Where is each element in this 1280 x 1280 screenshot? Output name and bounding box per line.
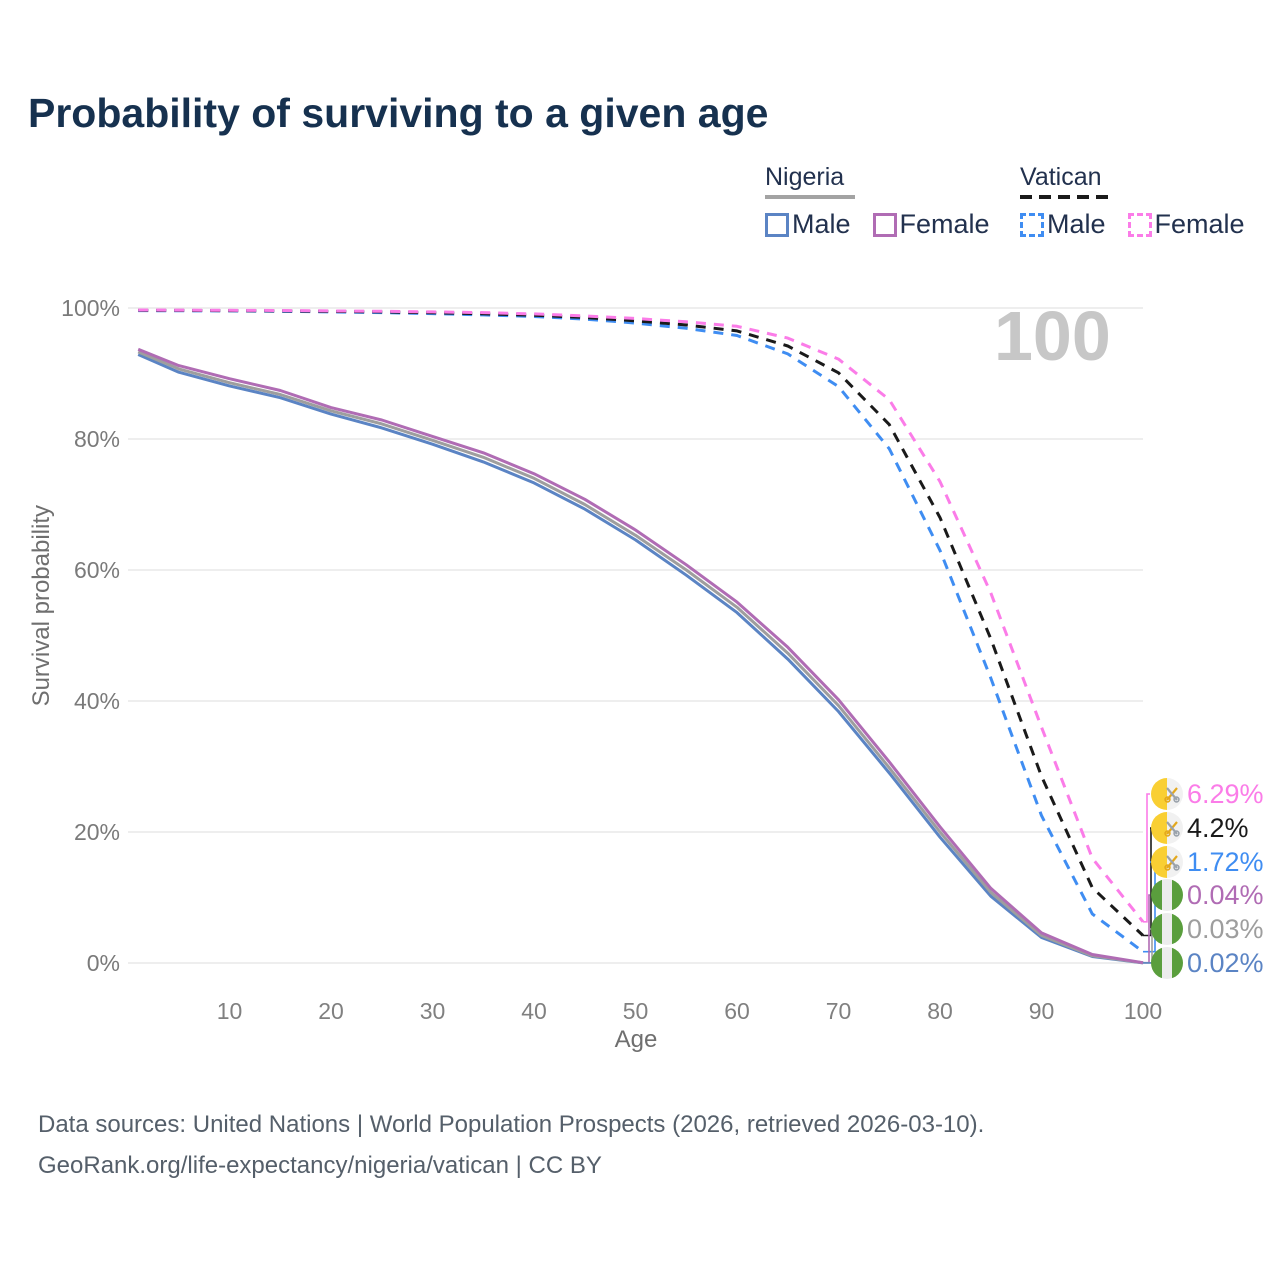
series-line-nigeria-male bbox=[137, 353, 1144, 965]
x-tick-label: 20 bbox=[318, 998, 344, 1024]
y-tick-label: 100% bbox=[61, 295, 120, 321]
legend-country-nigeria: Nigeria bbox=[765, 163, 845, 191]
end-label-value: 0.03% bbox=[1187, 913, 1264, 944]
x-tick-label: 10 bbox=[216, 998, 243, 1024]
nigeria-female-swatch-icon bbox=[872, 212, 897, 237]
end-label-value: 4.2% bbox=[1187, 812, 1249, 843]
x-tick-label: 80 bbox=[927, 998, 953, 1024]
nigeria-male-swatch-icon bbox=[765, 212, 789, 237]
end-label-vatican-both-sexes: 4.2% bbox=[1151, 812, 1249, 844]
footer-sources: Data sources: United Nations | World Pop… bbox=[38, 1111, 985, 1138]
legend-country-vatican: Vatican bbox=[1020, 163, 1102, 191]
nigeria-flag-icon bbox=[1151, 913, 1183, 945]
end-label-nigeria-both-sexes: 0.03% bbox=[1151, 913, 1264, 945]
series-line-nigeria-both-sexes bbox=[137, 350, 1144, 965]
legend-item-vatican-female[interactable]: Female bbox=[1127, 209, 1245, 240]
x-tick-label: 30 bbox=[419, 998, 446, 1024]
x-tick-label: 100 bbox=[1123, 998, 1163, 1024]
end-label-connector bbox=[1143, 827, 1152, 937]
x-tick-label: 70 bbox=[825, 998, 852, 1024]
end-label-value: 1.72% bbox=[1187, 846, 1264, 877]
x-tick-label: 50 bbox=[622, 998, 649, 1024]
x-tick-label: 90 bbox=[1028, 998, 1055, 1024]
nigeria-flag-icon bbox=[1151, 947, 1183, 979]
y-tick-label: 80% bbox=[73, 426, 120, 452]
legend-group-vatican: Vatican Male Female bbox=[1020, 163, 1267, 240]
watermark-age-100: 100 bbox=[994, 297, 1111, 375]
legend-item-nigeria-male[interactable]: Male bbox=[765, 209, 851, 240]
series-line-nigeria-female bbox=[137, 347, 1144, 965]
end-label-value: 0.02% bbox=[1187, 947, 1264, 978]
footer: Data sources: United Nations | World Pop… bbox=[38, 1104, 984, 1186]
y-tick-label: 60% bbox=[73, 557, 120, 583]
x-tick-label: 40 bbox=[521, 998, 547, 1024]
end-label-value: 0.04% bbox=[1187, 879, 1264, 910]
y-tick-label: 40% bbox=[73, 688, 120, 714]
y-tick-label: 0% bbox=[86, 950, 120, 976]
vatican-flag-icon bbox=[1151, 812, 1183, 844]
x-tick-label: 60 bbox=[724, 998, 750, 1024]
end-label-vatican-female: 6.29% bbox=[1151, 778, 1264, 810]
vatican-flag-icon bbox=[1151, 846, 1183, 878]
y-tick-label: 20% bbox=[73, 819, 120, 845]
nigeria-line-style-swatch bbox=[765, 195, 855, 199]
series-line-vatican-both-sexes bbox=[138, 308, 1145, 937]
end-label-vatican-male: 1.72% bbox=[1151, 846, 1264, 878]
page-title: Probability of surviving to a given age bbox=[28, 90, 769, 136]
legend-group-nigeria: Nigeria Male Female bbox=[765, 163, 1012, 240]
footer-attribution: GeoRank.org/life-expectancy/nigeria/vati… bbox=[38, 1152, 602, 1179]
end-label-nigeria-male: 0.02% bbox=[1151, 947, 1264, 979]
legend-label: Male bbox=[792, 209, 851, 239]
y-axis-title: Survival probability bbox=[28, 505, 55, 707]
x-axis-title: Age bbox=[614, 1026, 658, 1053]
end-label-connector bbox=[1143, 793, 1150, 923]
vatican-female-swatch-icon bbox=[1127, 212, 1152, 237]
nigeria-flag-icon bbox=[1151, 879, 1183, 911]
legend-item-vatican-male[interactable]: Male bbox=[1020, 209, 1106, 240]
end-label-nigeria-female: 0.04% bbox=[1151, 879, 1264, 911]
legend-label: Male bbox=[1047, 209, 1106, 239]
end-label-value: 6.29% bbox=[1187, 778, 1264, 809]
legend-item-nigeria-female[interactable]: Female bbox=[872, 209, 990, 240]
vatican-male-swatch-icon bbox=[1020, 212, 1044, 237]
legend-label: Female bbox=[899, 209, 990, 239]
vatican-line-style-swatch bbox=[1020, 195, 1108, 199]
vatican-flag-icon bbox=[1151, 778, 1183, 810]
legend-label: Female bbox=[1154, 209, 1245, 239]
series-line-vatican-male bbox=[138, 309, 1144, 953]
